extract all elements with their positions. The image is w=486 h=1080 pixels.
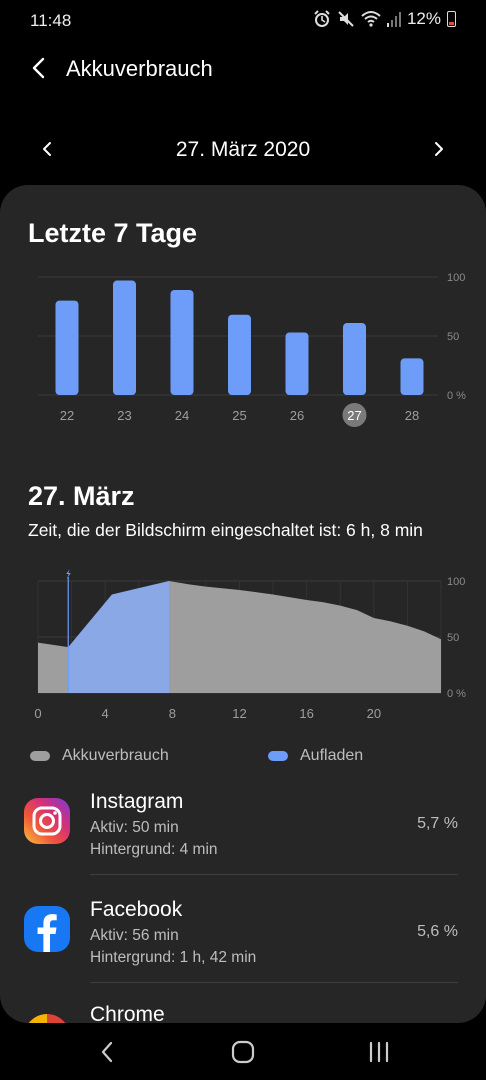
y-tick-label: 50: [447, 331, 459, 343]
legend-swatch-charging: [268, 751, 288, 761]
x-tick-label: 22: [60, 408, 74, 423]
alarm-off-icon: [314, 10, 330, 27]
weekly-bar-chart: 100 50 0 % 22 23 24 25 26 27 28: [38, 272, 466, 427]
nav-back-icon[interactable]: [93, 1039, 123, 1065]
legend-item-charging: Aufladen: [268, 747, 363, 765]
list-divider: [90, 874, 458, 875]
x-tick-label: 26: [290, 408, 304, 423]
daily-area-chart: 100 50 0 % 0 4 8 12 16 20: [34, 569, 466, 721]
y-tick-label: 0 %: [447, 688, 466, 700]
x-tick-label: 25: [232, 408, 246, 423]
bar: [228, 314, 251, 395]
next-day-chevron-icon[interactable]: [426, 136, 452, 162]
date-navigator: 27. März 2020: [0, 130, 486, 170]
battery-percent: 12%: [406, 9, 441, 28]
back-arrow-icon[interactable]: [24, 53, 54, 83]
y-tick-label: 50: [447, 632, 459, 644]
app-background-time: Hintergrund: 4 min: [90, 841, 218, 858]
app-usage-percent: 5,6 %: [417, 923, 458, 940]
bar: [343, 323, 366, 395]
mute-icon: [338, 11, 354, 27]
x-tick-label: 28: [405, 408, 419, 423]
day-section-title: 27. März: [28, 481, 135, 511]
charging-area: [68, 581, 169, 693]
bar: [400, 358, 424, 395]
app-name: Chrome: [90, 1003, 165, 1023]
nav-recents-icon[interactable]: [364, 1039, 394, 1065]
legend-item-usage: Akkuverbrauch: [30, 747, 169, 765]
app-active-time: Aktiv: 56 min: [90, 927, 179, 944]
bar: [55, 300, 79, 395]
app-row-instagram[interactable]: Instagram Aktiv: 50 min Hintergrund: 4 m…: [0, 785, 486, 885]
x-tick-label: 8: [169, 706, 176, 721]
selected-date: 27. März 2020: [175, 138, 311, 161]
y-tick-label: 100: [447, 272, 465, 284]
legend-label-charging: Aufladen: [300, 747, 364, 764]
app-active-time: Aktiv: 50 min: [90, 819, 179, 836]
app-background-time: Hintergrund: 1 h, 42 min: [90, 949, 257, 966]
x-tick-label: 16: [299, 706, 313, 721]
screen-on-time: Zeit, die der Bildschirm eingeschaltet i…: [28, 520, 423, 540]
x-tick-label: 0: [34, 706, 41, 721]
list-divider: [90, 982, 458, 983]
x-tick-label: 20: [367, 706, 381, 721]
x-tick-label: 12: [232, 706, 246, 721]
wifi-icon: [361, 11, 381, 27]
y-tick-label: 100: [447, 576, 465, 588]
page-title: Akkuverbrauch: [66, 56, 213, 81]
legend-label-usage: Akkuverbrauch: [62, 747, 169, 764]
chrome-icon: [24, 1014, 70, 1023]
x-tick-label: 24: [175, 408, 189, 423]
bar: [285, 332, 309, 395]
app-row-facebook[interactable]: Facebook Aktiv: 56 min Hintergrund: 1 h,…: [0, 893, 486, 993]
app-name: Facebook: [90, 898, 183, 921]
instagram-icon: [24, 798, 70, 844]
chart-legend: Akkuverbrauch Aufladen: [30, 747, 470, 769]
selected-day-marker: [342, 403, 367, 427]
app-row-chrome[interactable]: Chrome: [0, 1000, 486, 1023]
x-tick-label: 4: [102, 706, 109, 721]
y-tick-label: 0 %: [447, 390, 466, 402]
system-navigation-bar: [0, 1023, 486, 1080]
x-tick-label: 27: [347, 408, 361, 423]
status-bar: 11:48 12%: [0, 0, 486, 40]
signal-icon: [386, 12, 401, 27]
week-section-title: Letzte 7 Tage: [28, 218, 198, 248]
nav-home-icon[interactable]: [228, 1039, 258, 1065]
legend-swatch-usage: [30, 751, 50, 761]
app-name: Instagram: [90, 790, 184, 813]
previous-day-chevron-icon[interactable]: [34, 136, 60, 162]
app-bar: Akkuverbrauch: [0, 45, 486, 91]
status-time: 11:48: [30, 11, 72, 30]
battery-icon: [447, 11, 456, 27]
battery-card: Letzte 7 Tage 100 50 0 % 22 23 24 25 26 27 28 27.…: [0, 185, 486, 1023]
x-tick-label: 23: [117, 408, 131, 423]
status-icons: 12%: [313, 9, 456, 29]
facebook-icon: [24, 906, 70, 952]
bar: [170, 289, 194, 395]
app-usage-percent: 5,7 %: [417, 815, 458, 832]
charging-bolt-icon: [66, 569, 71, 579]
bar: [113, 280, 136, 395]
